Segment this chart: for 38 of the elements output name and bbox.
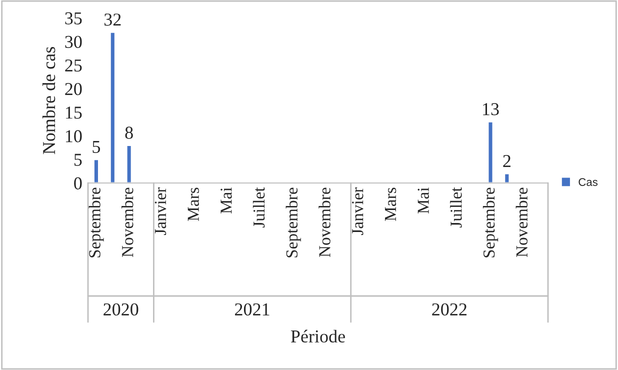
y-tick-label: 30	[65, 36, 82, 48]
x-tick-label: Janvier	[154, 187, 166, 235]
x-tick-label: Mai	[220, 187, 232, 214]
x-tick-label: Septembre	[88, 188, 104, 258]
text: 2022	[432, 303, 466, 316]
bar	[487, 121, 494, 183]
y-tick-label: 35	[65, 12, 82, 24]
x-tick-label: Mars	[188, 188, 199, 221]
data-label: 2	[503, 154, 510, 167]
bar	[109, 31, 116, 183]
x-tick-label: Septembre	[286, 188, 301, 258]
x-axis-title: Période	[290, 330, 345, 343]
y-tick-label: 20	[65, 82, 82, 96]
x-tick-label: Mars	[385, 188, 396, 221]
data-label: 5	[92, 140, 100, 153]
legend-label: Cas	[578, 178, 598, 186]
x-tick-label: Mai	[418, 187, 429, 214]
y-axis-title: Nombre de cas	[42, 47, 56, 154]
x-tick-label: Juillet	[450, 187, 462, 228]
data-label: 8	[125, 126, 133, 139]
text: 2020	[104, 303, 138, 316]
data-label: 32	[104, 14, 121, 26]
x-tick-label: Novembre	[516, 188, 528, 258]
x-tick-label: Juillet	[252, 187, 265, 228]
x-tick-label: Novembre	[318, 188, 330, 258]
bar	[126, 144, 132, 183]
bar	[504, 172, 510, 183]
y-tick-label: 10	[66, 130, 82, 142]
y-tick-label: 0	[74, 177, 82, 190]
y-tick-label: 5	[74, 154, 82, 166]
bar	[93, 158, 100, 183]
data-label: 13	[483, 103, 499, 116]
x-tick-label: Septembre	[482, 188, 498, 258]
text: 2021	[235, 303, 270, 316]
x-tick-label: Janvier	[352, 187, 364, 235]
y-tick-label: 15	[66, 106, 82, 119]
y-tick-label: 25	[65, 59, 82, 72]
x-tick-label: Novembre	[122, 188, 134, 258]
